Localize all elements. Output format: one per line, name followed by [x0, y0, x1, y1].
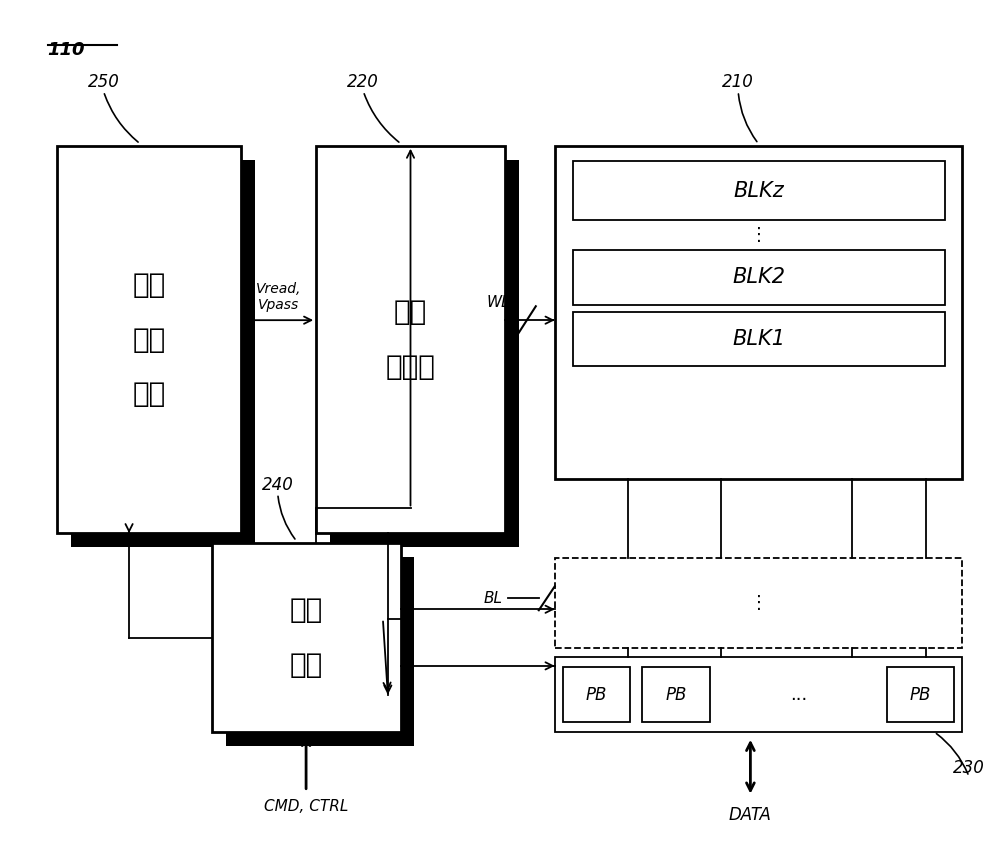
Text: ⋮: ⋮ — [750, 594, 768, 612]
Text: ⋮: ⋮ — [750, 226, 768, 244]
Text: 220: 220 — [347, 73, 379, 91]
Text: 250: 250 — [88, 73, 119, 91]
Text: 电压: 电压 — [133, 271, 166, 299]
Text: 解码器: 解码器 — [386, 354, 435, 381]
Text: Vread,
Vpass: Vread, Vpass — [256, 282, 301, 312]
Bar — [555, 657, 962, 732]
Text: 210: 210 — [722, 73, 754, 91]
Text: 地址: 地址 — [394, 298, 427, 326]
Bar — [563, 668, 630, 722]
Bar — [555, 146, 962, 479]
Text: PB: PB — [665, 685, 687, 704]
Text: 240: 240 — [262, 475, 294, 494]
Text: 电路: 电路 — [133, 380, 166, 408]
Bar — [555, 558, 962, 647]
Text: BLK1: BLK1 — [732, 329, 785, 349]
Text: 逻辑: 逻辑 — [289, 652, 323, 679]
Bar — [330, 160, 519, 547]
Text: PB: PB — [910, 685, 931, 704]
Bar — [316, 146, 505, 533]
Text: 控制: 控制 — [289, 596, 323, 624]
Text: BLKz: BLKz — [733, 181, 784, 201]
Bar — [642, 668, 710, 722]
Text: WL: WL — [486, 295, 510, 311]
Bar — [57, 146, 241, 533]
Bar — [226, 557, 414, 746]
Text: DATA: DATA — [729, 807, 772, 825]
Bar — [212, 544, 401, 732]
Bar — [573, 311, 945, 366]
Text: CMD, CTRL: CMD, CTRL — [264, 799, 348, 814]
Text: 230: 230 — [953, 759, 985, 776]
Bar — [887, 668, 954, 722]
Text: BLK2: BLK2 — [732, 268, 785, 288]
Text: 生成: 生成 — [133, 326, 166, 354]
Text: 110: 110 — [48, 41, 85, 58]
Text: ...: ... — [790, 685, 807, 704]
Bar — [71, 160, 255, 547]
Text: PB: PB — [586, 685, 607, 704]
Bar — [573, 160, 945, 220]
Bar — [573, 250, 945, 305]
Text: BL: BL — [484, 591, 503, 606]
